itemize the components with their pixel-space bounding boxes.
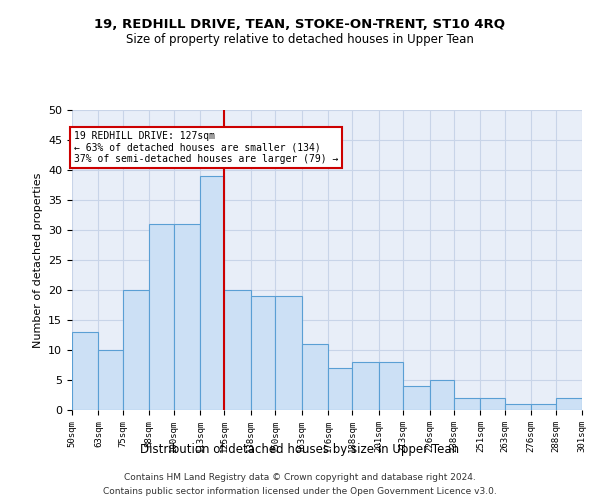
Text: Distribution of detached houses by size in Upper Tean: Distribution of detached houses by size … — [140, 442, 460, 456]
Text: 19 REDHILL DRIVE: 127sqm
← 63% of detached houses are smaller (134)
37% of semi-: 19 REDHILL DRIVE: 127sqm ← 63% of detach… — [74, 131, 338, 164]
Bar — [556, 398, 582, 410]
Bar — [200, 176, 224, 410]
Bar — [302, 344, 328, 410]
Bar — [379, 362, 403, 410]
Bar — [123, 290, 149, 410]
Bar — [481, 398, 505, 410]
Bar — [98, 350, 123, 410]
Bar — [275, 296, 302, 410]
Bar — [403, 386, 430, 410]
Y-axis label: Number of detached properties: Number of detached properties — [32, 172, 43, 348]
Bar — [328, 368, 352, 410]
Text: Size of property relative to detached houses in Upper Tean: Size of property relative to detached ho… — [126, 32, 474, 46]
Bar — [505, 404, 531, 410]
Bar — [224, 290, 251, 410]
Text: Contains public sector information licensed under the Open Government Licence v3: Contains public sector information licen… — [103, 488, 497, 496]
Bar — [251, 296, 275, 410]
Bar — [531, 404, 556, 410]
Bar — [454, 398, 481, 410]
Bar — [430, 380, 454, 410]
Bar — [352, 362, 379, 410]
Bar — [72, 332, 98, 410]
Bar — [149, 224, 173, 410]
Bar — [173, 224, 200, 410]
Text: 19, REDHILL DRIVE, TEAN, STOKE-ON-TRENT, ST10 4RQ: 19, REDHILL DRIVE, TEAN, STOKE-ON-TRENT,… — [95, 18, 505, 30]
Text: Contains HM Land Registry data © Crown copyright and database right 2024.: Contains HM Land Registry data © Crown c… — [124, 472, 476, 482]
